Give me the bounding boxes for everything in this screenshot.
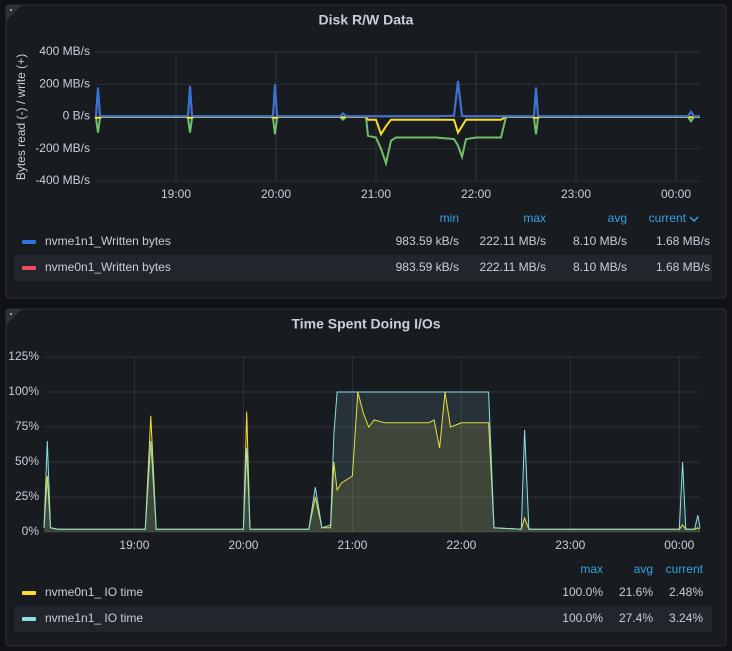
legend-header: avg (608, 211, 627, 225)
legend-swatch (22, 591, 36, 595)
legend-row-bg (14, 255, 712, 281)
legend-value: 1.68 MB/s (656, 260, 710, 274)
y-tick-label: 125% (8, 349, 39, 363)
legend-value: 2.48% (669, 585, 703, 599)
line (94, 115, 700, 137)
legend-value: 8.10 MB/s (573, 234, 627, 248)
x-tick-label: 20:00 (261, 187, 291, 201)
legend-row-bg (14, 606, 712, 632)
line (94, 116, 700, 167)
panel (5, 308, 727, 647)
x-tick-label: 21:00 (361, 187, 391, 201)
legend-value: 21.6% (619, 585, 653, 599)
x-tick-label: 00:00 (664, 538, 694, 552)
area (44, 392, 700, 532)
info-corner[interactable] (6, 5, 22, 21)
info-icon (10, 9, 12, 11)
legend-value: 222.11 MB/s (480, 234, 546, 248)
panel (5, 4, 727, 299)
legend-value: 1.68 MB/s (656, 234, 710, 248)
legend-header: max (580, 562, 603, 576)
x-tick-label: 19:00 (119, 538, 149, 552)
legend-value: 100.0% (562, 585, 603, 599)
sort-chevron (689, 216, 699, 223)
legend-name: nvme0n1_Written bytes (45, 260, 171, 274)
legend-header: current (666, 562, 704, 576)
legend-value: 8.10 MB/s (573, 260, 627, 274)
legend-value: 3.24% (669, 611, 703, 625)
y-tick-label: 200 MB/s (39, 76, 90, 90)
line (43, 391, 701, 530)
legend-header: current (649, 211, 687, 225)
legend-header: avg (634, 562, 653, 576)
legend-value: 100.0% (562, 611, 603, 625)
line (94, 80, 700, 118)
x-tick-label: 22:00 (461, 187, 491, 201)
legend-name: nvme0n1_ IO time (45, 585, 143, 599)
info-corner[interactable] (6, 309, 22, 325)
area (44, 392, 700, 532)
info-icon (10, 313, 12, 315)
x-tick-label: 19:00 (161, 187, 191, 201)
y-axis-label: Bytes read (-) / write (+) (14, 54, 28, 180)
x-tick-label: 22:00 (446, 538, 476, 552)
y-tick-label: 400 MB/s (39, 44, 90, 58)
y-tick-label: -200 MB/s (35, 141, 90, 155)
y-tick-label: 0 B/s (63, 109, 90, 123)
legend-swatch (22, 266, 36, 270)
legend-name: nvme1n1_Written bytes (45, 234, 171, 248)
y-tick-label: 25% (15, 489, 39, 503)
legend-header: max (523, 211, 546, 225)
legend-name: nvme1n1_ IO time (45, 611, 143, 625)
legend-value: 27.4% (619, 611, 653, 625)
x-tick-label: 23:00 (555, 538, 585, 552)
legend-swatch (22, 240, 36, 244)
y-tick-label: -400 MB/s (35, 173, 90, 187)
x-tick-label: 00:00 (661, 187, 691, 201)
y-tick-label: 75% (15, 419, 39, 433)
y-tick-label: 100% (8, 384, 39, 398)
legend-header: min (440, 211, 459, 225)
legend-value: 983.59 kB/s (396, 234, 459, 248)
x-tick-label: 23:00 (561, 187, 591, 201)
y-tick-label: 50% (15, 454, 39, 468)
x-tick-label: 20:00 (228, 538, 258, 552)
legend-value: 983.59 kB/s (396, 260, 459, 274)
chart-title: Disk R/W Data (319, 12, 414, 28)
x-tick-label: 21:00 (337, 538, 367, 552)
chart-title: Time Spent Doing I/Os (291, 316, 440, 332)
y-tick-label: 0% (22, 524, 40, 538)
legend-swatch (22, 617, 36, 621)
legend-value: 222.11 MB/s (480, 260, 546, 274)
